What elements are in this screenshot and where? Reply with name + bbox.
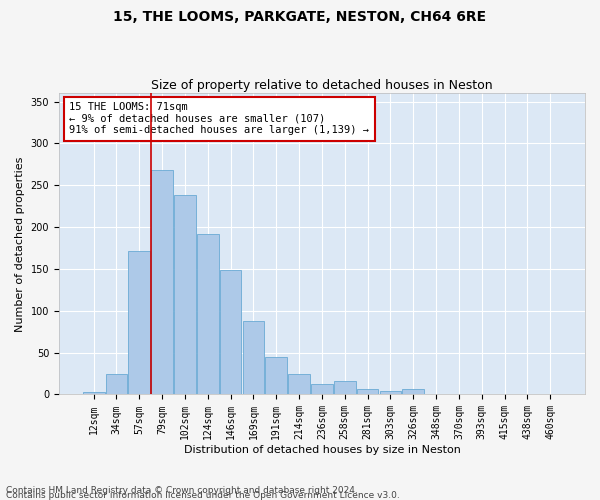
Title: Size of property relative to detached houses in Neston: Size of property relative to detached ho… <box>151 79 493 92</box>
Text: 15, THE LOOMS, PARKGATE, NESTON, CH64 6RE: 15, THE LOOMS, PARKGATE, NESTON, CH64 6R… <box>113 10 487 24</box>
Bar <box>288 374 310 394</box>
Text: Contains public sector information licensed under the Open Government Licence v3: Contains public sector information licen… <box>6 490 400 500</box>
Bar <box>357 388 379 394</box>
Bar <box>242 321 265 394</box>
Bar <box>128 250 150 394</box>
Bar <box>265 357 287 395</box>
Bar <box>174 196 196 394</box>
Bar <box>220 270 241 394</box>
X-axis label: Distribution of detached houses by size in Neston: Distribution of detached houses by size … <box>184 445 460 455</box>
Bar <box>311 384 333 394</box>
Text: 15 THE LOOMS: 71sqm
← 9% of detached houses are smaller (107)
91% of semi-detach: 15 THE LOOMS: 71sqm ← 9% of detached hou… <box>70 102 370 136</box>
Bar <box>334 381 356 394</box>
Bar <box>106 374 127 394</box>
Bar <box>83 392 104 394</box>
Text: Contains HM Land Registry data © Crown copyright and database right 2024.: Contains HM Land Registry data © Crown c… <box>6 486 358 495</box>
Bar <box>151 170 173 394</box>
Y-axis label: Number of detached properties: Number of detached properties <box>15 156 25 332</box>
Bar <box>403 390 424 394</box>
Bar <box>197 234 218 394</box>
Bar <box>380 391 401 394</box>
